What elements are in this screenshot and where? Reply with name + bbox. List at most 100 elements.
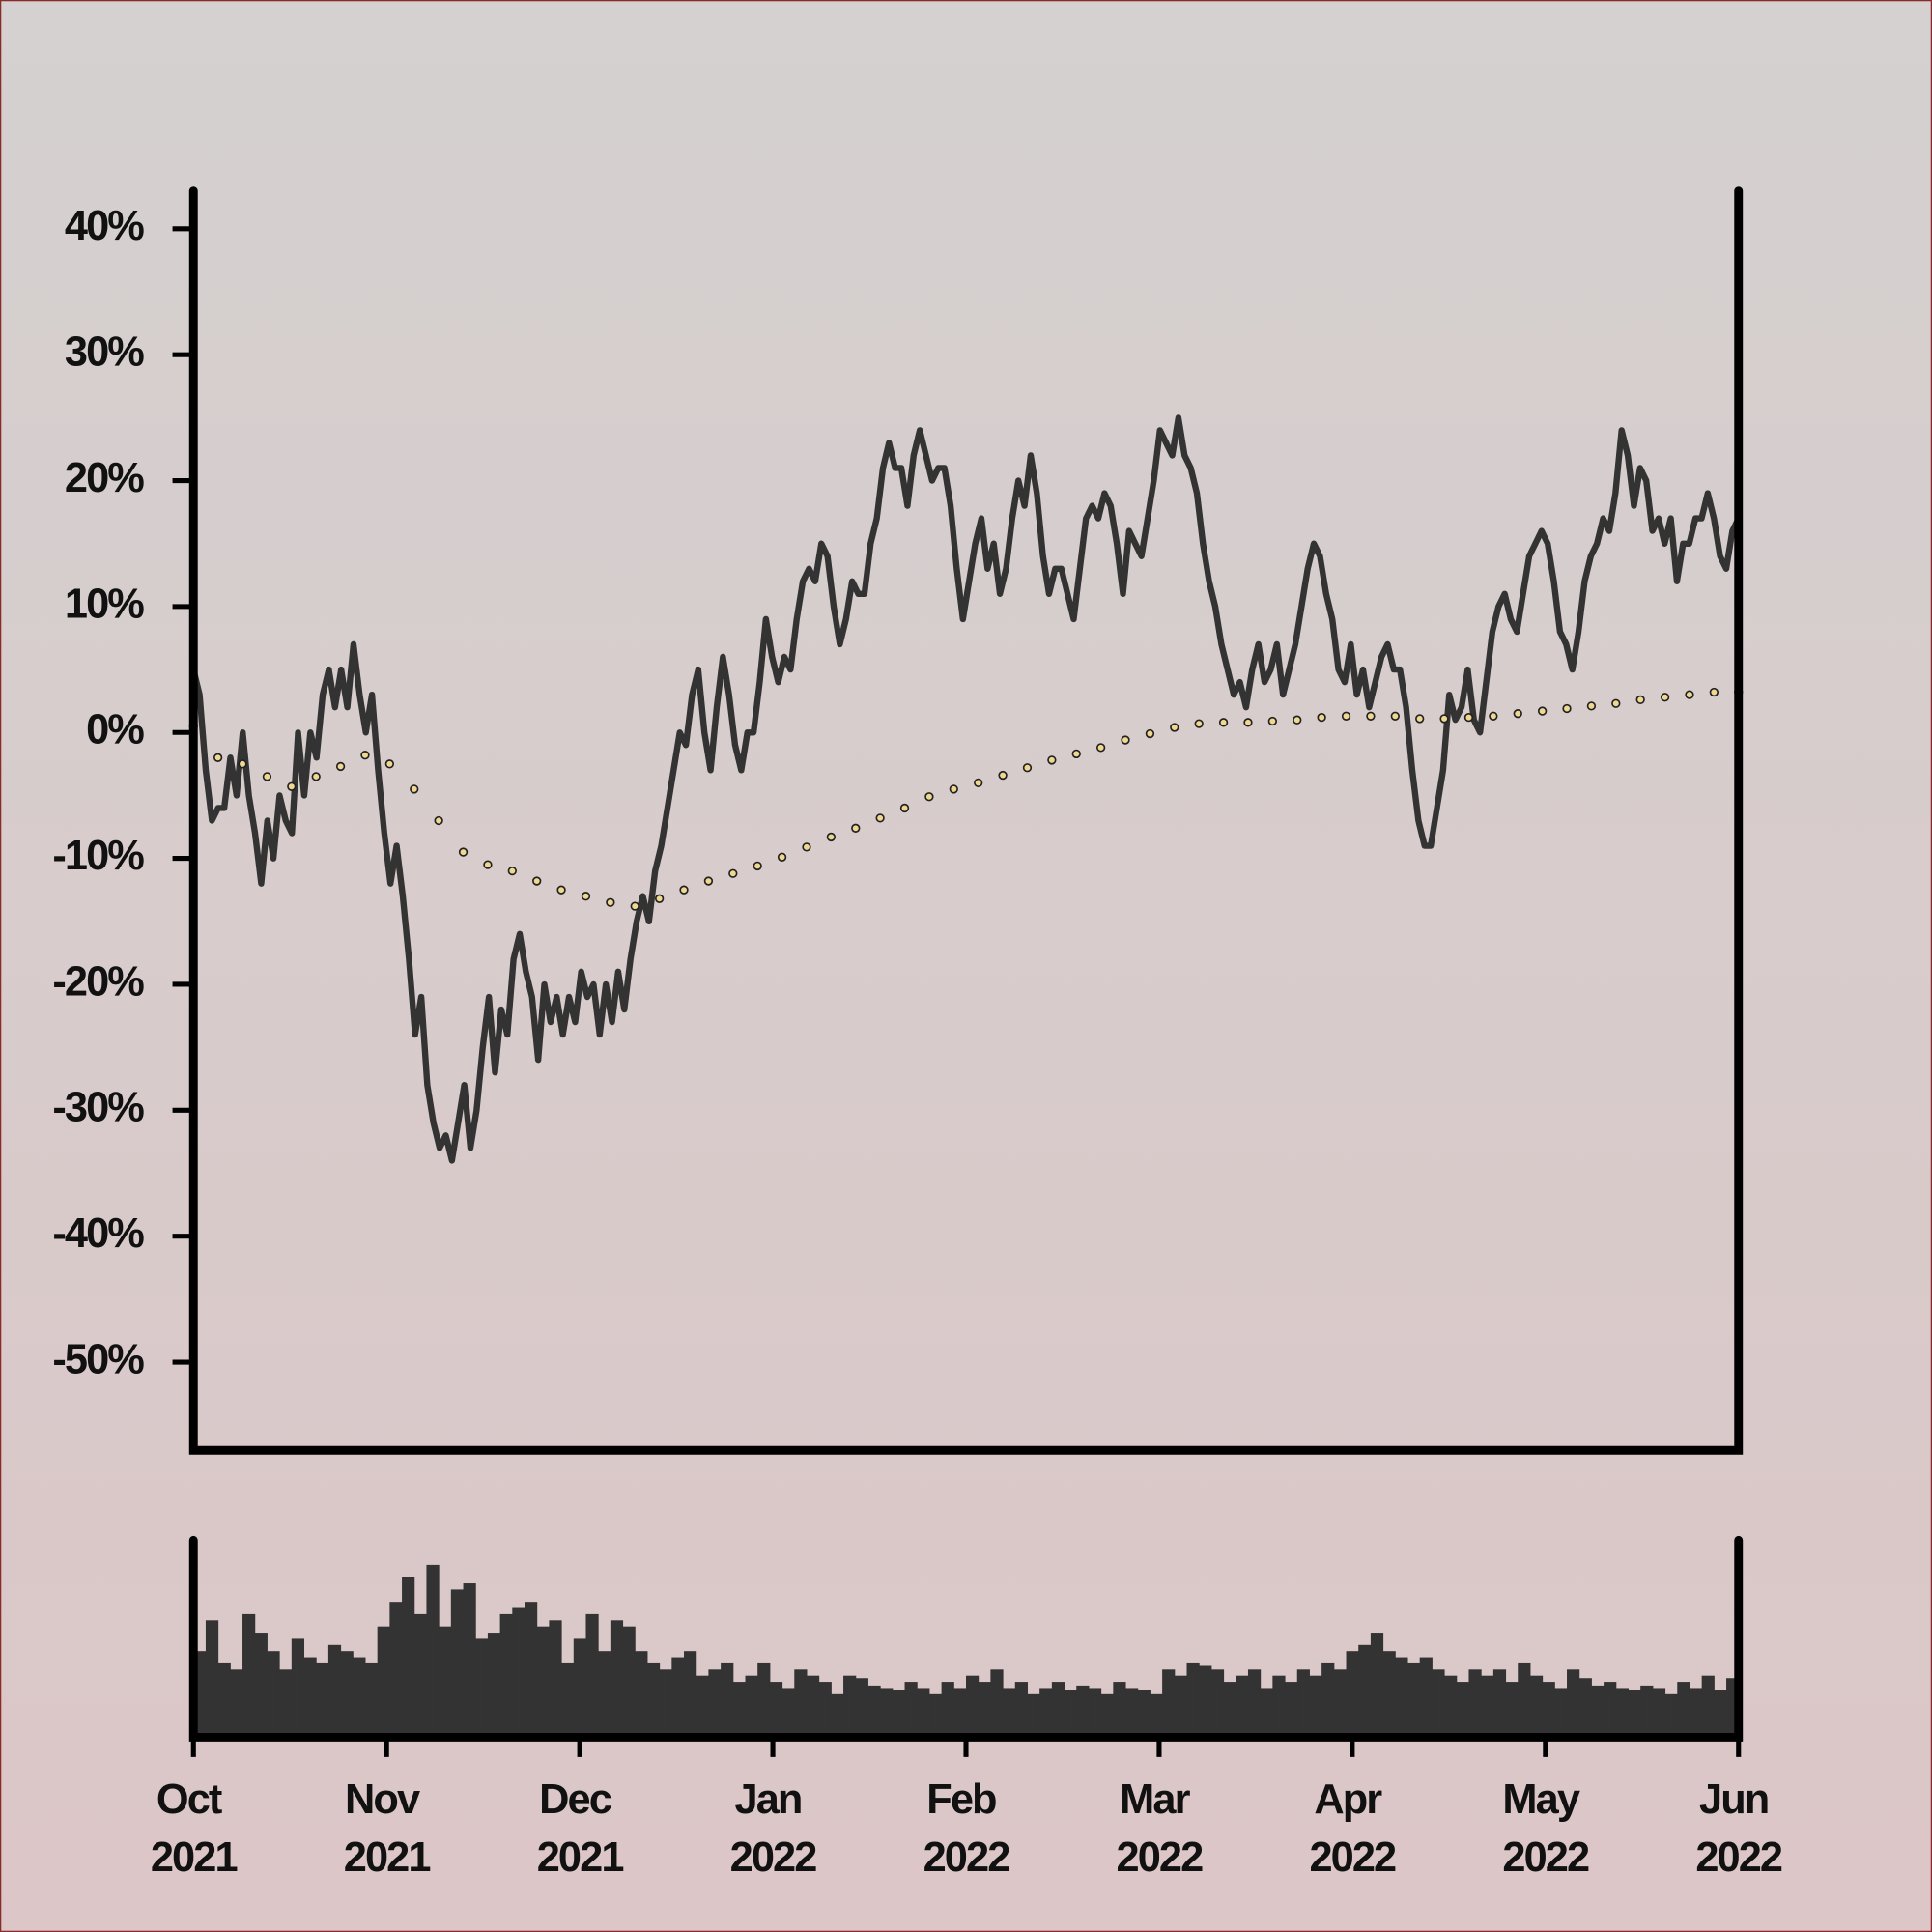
volume-bar bbox=[769, 1682, 783, 1738]
moving-average-dot bbox=[1513, 709, 1522, 719]
volume-bar bbox=[512, 1607, 526, 1738]
volume-bar bbox=[1395, 1657, 1408, 1738]
volume-bar bbox=[732, 1682, 747, 1738]
volume-bar bbox=[610, 1620, 624, 1738]
volume-bar bbox=[1333, 1669, 1348, 1738]
volume-bar bbox=[389, 1602, 403, 1738]
volume-bar bbox=[1088, 1688, 1102, 1738]
volume-bar bbox=[831, 1693, 844, 1738]
moving-average-dot bbox=[384, 759, 395, 769]
moving-average-dot bbox=[1562, 703, 1572, 714]
volume-bar bbox=[1137, 1690, 1151, 1738]
moving-average-dot bbox=[851, 823, 861, 833]
moving-average-dot bbox=[1463, 712, 1474, 723]
x-tick-label-line: 2022 bbox=[1117, 1834, 1204, 1881]
volume-bar bbox=[402, 1577, 415, 1738]
volume-bar bbox=[1076, 1685, 1090, 1738]
volume-bar bbox=[316, 1662, 329, 1738]
volume-bar bbox=[1272, 1675, 1286, 1738]
moving-average-dot bbox=[238, 759, 247, 769]
x-tick-label: Oct 2021 bbox=[151, 1777, 238, 1882]
x-tick-label-line: Oct bbox=[156, 1777, 231, 1824]
volume-bar bbox=[1382, 1651, 1396, 1738]
volume-bar bbox=[806, 1675, 820, 1738]
x-tick-label-line: Apr bbox=[1314, 1777, 1390, 1824]
moving-average-dot bbox=[483, 860, 493, 869]
volume-bar bbox=[1210, 1669, 1225, 1738]
volume-bar bbox=[1260, 1688, 1273, 1738]
volume-bar bbox=[1444, 1675, 1458, 1738]
moving-average-dot bbox=[630, 901, 639, 911]
volume-bar bbox=[463, 1583, 476, 1738]
moving-average-dot bbox=[1415, 714, 1425, 724]
volume-bar bbox=[1113, 1682, 1126, 1738]
x-tick-label: Dec 2021 bbox=[537, 1777, 624, 1882]
moving-average-dot bbox=[1439, 714, 1449, 724]
volume-bar bbox=[1003, 1688, 1016, 1738]
volume-bar bbox=[353, 1657, 366, 1738]
volume-bar bbox=[1481, 1675, 1494, 1738]
moving-average-dot bbox=[311, 772, 321, 781]
volume-bar bbox=[1578, 1678, 1592, 1738]
moving-average-dot bbox=[1317, 712, 1326, 723]
volume-bar bbox=[327, 1644, 342, 1738]
moving-average-dot bbox=[1243, 718, 1253, 727]
volume-bar bbox=[1640, 1685, 1654, 1738]
volume-bar bbox=[1039, 1688, 1053, 1738]
volume-bar bbox=[928, 1693, 943, 1738]
y-tick-label: 20% bbox=[65, 455, 144, 501]
volume-bar bbox=[1125, 1688, 1139, 1738]
moving-average-dot bbox=[1341, 711, 1351, 721]
volume-bar bbox=[843, 1675, 857, 1738]
moving-average-dot bbox=[1047, 755, 1057, 765]
x-tick-label-line: Nov bbox=[345, 1777, 428, 1824]
y-tick-label: -30% bbox=[52, 1085, 144, 1131]
volume-bar bbox=[953, 1688, 967, 1738]
volume-bar bbox=[904, 1682, 918, 1738]
moving-average-dot bbox=[654, 894, 665, 903]
y-tick-label: 10% bbox=[65, 581, 144, 627]
volume-bar bbox=[413, 1613, 427, 1738]
volume-bar bbox=[487, 1633, 501, 1738]
volume-bar bbox=[549, 1620, 562, 1738]
moving-average-dot bbox=[998, 770, 1008, 781]
moving-average-dot bbox=[1660, 693, 1670, 702]
x-tick-label-line: Feb bbox=[926, 1777, 1005, 1824]
volume-bar bbox=[990, 1669, 1004, 1738]
volume-bar bbox=[1162, 1669, 1176, 1738]
moving-average-dot bbox=[974, 778, 983, 788]
moving-average-dot bbox=[1635, 695, 1645, 705]
volume-bar bbox=[475, 1638, 489, 1738]
volume-bar bbox=[684, 1651, 697, 1738]
moving-average-dot bbox=[606, 897, 615, 907]
volume-bar bbox=[1505, 1682, 1519, 1738]
volume-bar bbox=[696, 1675, 709, 1738]
y-tick-label: -40% bbox=[52, 1210, 144, 1257]
moving-average-dot bbox=[434, 815, 443, 826]
moving-average-dot bbox=[1022, 763, 1033, 773]
moving-average-dot bbox=[753, 861, 762, 871]
x-tick-label-line: 2022 bbox=[1502, 1834, 1589, 1881]
moving-average-dot bbox=[1071, 749, 1081, 759]
volume-bar bbox=[1714, 1690, 1727, 1738]
volume-bar bbox=[1321, 1662, 1335, 1738]
volume-bar bbox=[1664, 1693, 1678, 1738]
volume-bar bbox=[1604, 1682, 1617, 1738]
volume-bar bbox=[1309, 1675, 1322, 1738]
volume-bar bbox=[340, 1651, 354, 1738]
moving-average-dot bbox=[507, 866, 517, 876]
moving-average-dot bbox=[875, 813, 885, 823]
moving-average-dot bbox=[458, 847, 469, 857]
volume-bar bbox=[561, 1662, 575, 1738]
moving-average-dot bbox=[287, 781, 297, 791]
volume-bar bbox=[525, 1602, 538, 1738]
volume-bar bbox=[598, 1651, 611, 1738]
x-tick-label-line: 2021 bbox=[344, 1834, 431, 1881]
volume-bar bbox=[573, 1638, 586, 1738]
volume-bar bbox=[1456, 1682, 1469, 1738]
volume-bar bbox=[745, 1675, 758, 1738]
volume-bar bbox=[708, 1669, 722, 1738]
volume-bar bbox=[242, 1613, 256, 1738]
volume-bar bbox=[1174, 1675, 1188, 1738]
